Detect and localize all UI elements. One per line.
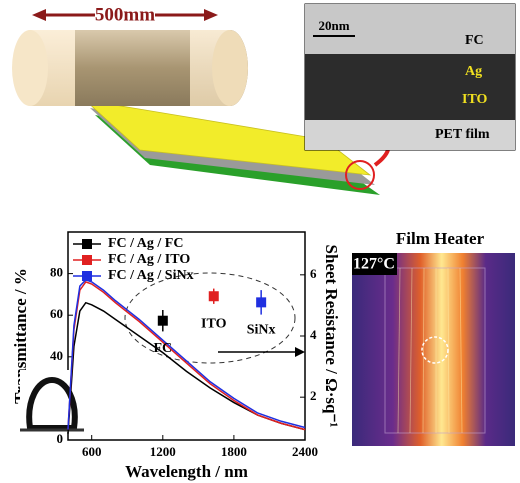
transmittance-chart: 600120018002400020406080246Wavelength / … <box>11 231 341 481</box>
y-tick-label: 60 <box>50 306 63 321</box>
x-tick-label: 1200 <box>150 444 176 459</box>
y2-tick-label: 2 <box>310 388 317 403</box>
width-label: 500mm <box>95 4 155 25</box>
y-tick-label: 40 <box>50 348 63 363</box>
resistance-point <box>157 315 168 326</box>
droplet <box>26 376 78 431</box>
legend-label: FC / Ag / ITO <box>108 252 190 267</box>
temperature-label: 127°C <box>353 256 395 273</box>
x-tick-label: 2400 <box>292 444 318 459</box>
roll-illustration: 500mm <box>12 4 392 195</box>
point-label: FC <box>153 341 172 356</box>
x-tick-label: 600 <box>82 444 102 459</box>
layer-label: FC <box>465 33 484 48</box>
x-axis-label: Wavelength / nm <box>125 462 248 481</box>
x-tick-label: 1800 <box>221 444 247 459</box>
inset-oval <box>124 272 296 364</box>
y-tick-label: 80 <box>50 265 63 280</box>
y2-axis-label: Sheet Resistance / Ω·sq⁻¹ <box>322 244 341 427</box>
y2-tick-label: 6 <box>310 266 317 281</box>
arrow-head <box>295 347 305 357</box>
y-axis-label: Transmittance / % <box>11 268 30 404</box>
series-line <box>67 278 306 430</box>
legend-label: FC / Ag / FC <box>108 236 183 251</box>
point-label: SiNx <box>247 323 276 338</box>
resistance-point <box>208 291 219 302</box>
y-tick-label: 0 <box>57 431 64 446</box>
heater-title: Film Heater <box>396 229 485 248</box>
substrate-label: PET film <box>435 127 490 142</box>
point-label: ITO <box>201 316 227 331</box>
layer-label: Ag <box>465 64 482 79</box>
layer-label: ITO <box>462 92 488 107</box>
heater-panel: Film Heater 127°C <box>352 229 515 446</box>
scale-bar-label: 20nm <box>318 18 349 33</box>
y2-tick-label: 4 <box>310 327 317 342</box>
legend-label: FC / Ag / SiNx <box>108 268 194 283</box>
series-line <box>67 281 306 431</box>
resistance-point <box>256 297 267 308</box>
tem-inset: 20nm FC Ag ITO PET film <box>304 3 516 151</box>
